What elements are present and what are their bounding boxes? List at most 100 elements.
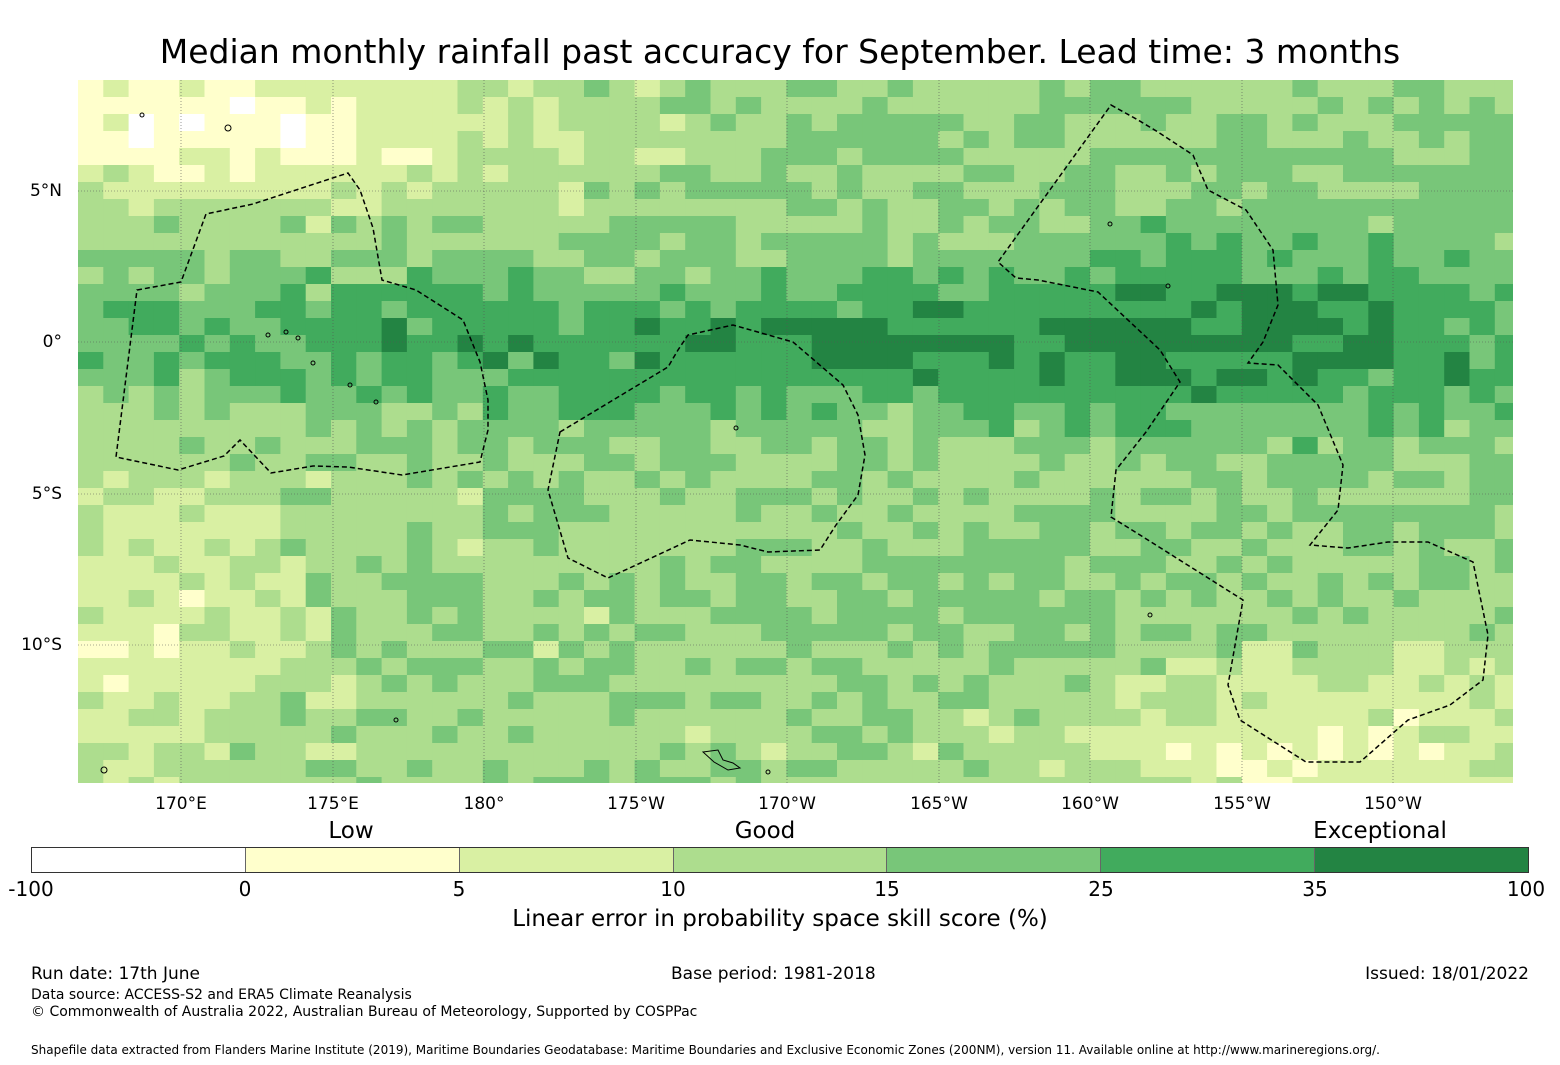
skill-cell [204, 777, 231, 783]
skill-cell [204, 505, 231, 523]
skill-cell [204, 369, 231, 387]
skill-cell [381, 437, 408, 455]
skill-cell [153, 539, 180, 557]
skill-cell [1368, 267, 1395, 285]
island-marker [139, 112, 145, 118]
lon-tick-label: 175°E [307, 794, 359, 814]
skill-cell [103, 726, 130, 744]
skill-cell [1090, 267, 1116, 285]
skill-cell [1292, 471, 1319, 489]
skill-cell [735, 352, 762, 370]
skill-cell [533, 556, 560, 574]
skill-cell [457, 675, 484, 693]
skill-cell [179, 420, 206, 438]
skill-cell [811, 471, 838, 489]
skill-cell [508, 471, 534, 489]
skill-cell [634, 505, 661, 523]
skill-cell [862, 284, 889, 302]
skill-cell [710, 301, 737, 319]
skill-cell [811, 301, 838, 319]
skill-cell [1039, 675, 1066, 693]
skill-cell [811, 131, 838, 149]
skill-cell [255, 284, 281, 302]
skill-cell [508, 505, 534, 523]
skill-cell [558, 148, 585, 166]
skill-cell [558, 420, 585, 438]
skill-cell [280, 675, 307, 693]
skill-cell [78, 709, 104, 727]
skill-cell [78, 454, 104, 472]
skill-cell [1241, 658, 1268, 676]
skill-cell [432, 573, 459, 591]
skill-cell [912, 692, 939, 710]
skill-cell [811, 624, 838, 642]
skill-cell [1216, 386, 1243, 404]
skill-cell [280, 267, 307, 285]
skill-cell [938, 267, 965, 285]
skill-cell [280, 556, 307, 574]
skill-cell [710, 658, 737, 676]
skill-cell [255, 199, 281, 217]
skill-cell [78, 420, 104, 438]
skill-cell [988, 437, 1015, 455]
skill-cell [811, 199, 838, 217]
skill-cell [1393, 250, 1420, 268]
skill-cell [406, 607, 433, 625]
skill-cell [659, 726, 686, 744]
skill-cell [153, 692, 180, 710]
skill-cell [1064, 556, 1091, 574]
skill-cell [103, 250, 130, 268]
skill-cell [735, 233, 762, 251]
skill-cell [1115, 420, 1142, 438]
skill-cell [1418, 607, 1445, 625]
skill-cell [685, 335, 712, 353]
skill-cell [1444, 420, 1471, 438]
skill-cell [153, 301, 180, 319]
skill-cell [887, 335, 914, 353]
skill-cell [558, 97, 585, 115]
skill-cell [761, 250, 787, 268]
skill-cell [153, 743, 180, 761]
skill-cell [280, 148, 307, 166]
skill-cell [811, 607, 838, 625]
skill-cell [1039, 539, 1066, 557]
skill-cell [887, 641, 914, 659]
skill-cell [685, 199, 712, 217]
skill-cell [735, 386, 762, 404]
skill-cell [533, 352, 560, 370]
skill-cell [837, 573, 863, 591]
skill-cell [1165, 148, 1192, 166]
lon-tick-label: 165°W [910, 794, 968, 814]
skill-cell [988, 505, 1015, 523]
skill-cell [1292, 488, 1319, 506]
skill-cell [508, 760, 534, 778]
skill-cell [1393, 420, 1420, 438]
skill-cell [508, 658, 534, 676]
skill-cell [862, 641, 889, 659]
skill-cell [204, 301, 231, 319]
skill-cell [153, 114, 180, 132]
skill-cell [128, 777, 155, 783]
skill-cell [356, 386, 383, 404]
skill-cell [710, 675, 737, 693]
skill-cell [1343, 675, 1369, 693]
skill-cell [735, 692, 762, 710]
skill-cell [912, 250, 939, 268]
skill-cell [558, 403, 585, 421]
skill-cell [1317, 590, 1344, 608]
skill-cell [862, 335, 889, 353]
skill-cell [280, 454, 307, 472]
skill-cell [761, 80, 787, 98]
skill-cell [609, 726, 636, 744]
skill-cell [1494, 420, 1513, 438]
skill-cell [255, 590, 281, 608]
skill-cell [735, 250, 762, 268]
skill-cell [1444, 284, 1471, 302]
skill-cell [1292, 216, 1319, 234]
skill-cell [1267, 709, 1293, 727]
skill-cell [786, 505, 813, 523]
skill-cell [609, 624, 636, 642]
skill-cell [761, 403, 787, 421]
skill-cell [963, 658, 990, 676]
skill-cell [837, 80, 863, 98]
